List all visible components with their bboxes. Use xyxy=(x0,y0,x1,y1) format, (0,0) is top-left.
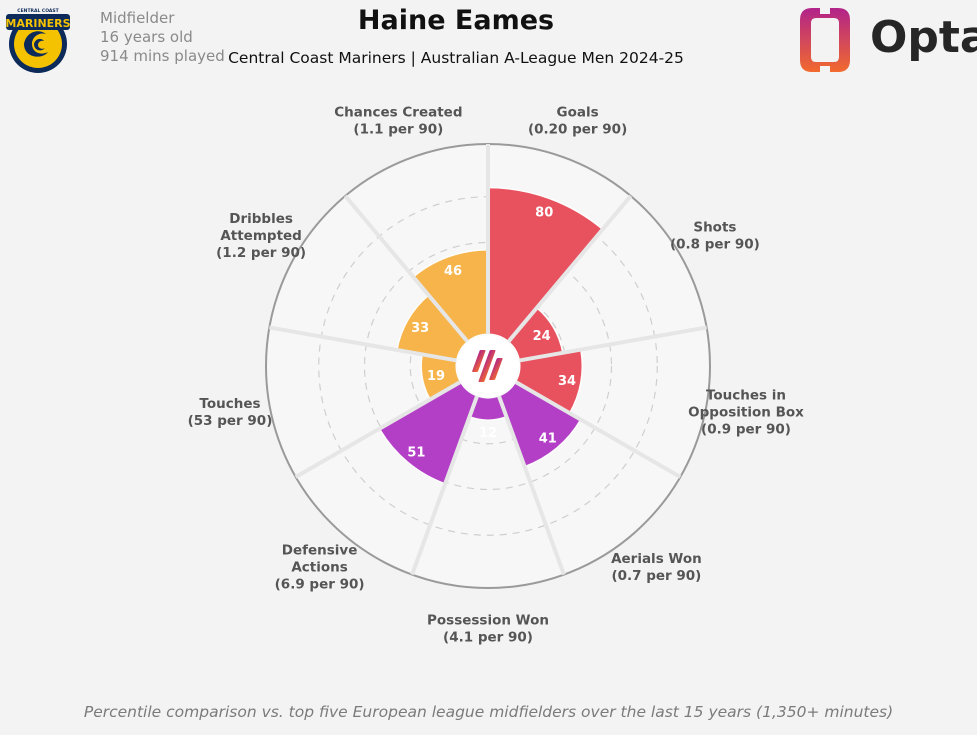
category-label: Goals (0.20 per 90) xyxy=(528,104,627,137)
percentile-gridline xyxy=(363,241,613,491)
crest-main-text: MARINERS xyxy=(5,17,70,30)
slice-edge xyxy=(487,186,604,230)
value-label: 24 xyxy=(533,329,551,344)
spoke xyxy=(410,395,479,576)
category-label: Chances Created (1.1 per 90) xyxy=(334,104,462,137)
chart-title: Haine Eames xyxy=(357,5,555,36)
spoke xyxy=(497,395,566,576)
opta-logo xyxy=(800,4,850,76)
crest-top-text: CENTRAL COAST xyxy=(17,8,59,14)
category-label: Aerials Won (0.7 per 90) xyxy=(611,551,702,584)
chart-subtitle: Central Coast Mariners | Australian A-Le… xyxy=(228,49,684,67)
player-age: 16 years old xyxy=(100,28,193,46)
slice-edge xyxy=(524,419,582,468)
slice-edge xyxy=(469,416,507,421)
category-label: Touches in Opposition Box (0.9 per 90) xyxy=(688,387,804,437)
player-minutes: 914 mins played xyxy=(100,47,225,65)
opta-center-icon xyxy=(472,350,503,382)
slice-edge xyxy=(420,354,431,400)
slice-edge xyxy=(536,307,564,353)
opta-wordmark: Opta xyxy=(870,12,977,63)
footnote: Percentile comparison vs. top five Europ… xyxy=(83,703,894,721)
value-label: 33 xyxy=(411,321,429,336)
slice-edge xyxy=(568,349,583,414)
club-crest-logo: CENTRAL COAST MARINERS xyxy=(5,8,71,73)
category-label: Defensive Actions (6.9 per 90) xyxy=(275,543,365,593)
value-label: 41 xyxy=(539,431,557,446)
spoke xyxy=(514,380,682,479)
spoke xyxy=(519,325,707,363)
spoke xyxy=(343,194,469,343)
category-label: Dribbles Attempted (1.2 per 90) xyxy=(216,211,306,261)
player-position: Midfielder xyxy=(100,9,175,27)
spoke xyxy=(507,194,633,343)
spoke xyxy=(269,325,457,363)
value-label: 51 xyxy=(407,445,425,460)
value-label: 19 xyxy=(427,369,445,384)
spoke xyxy=(294,380,462,479)
slice-edge xyxy=(396,294,430,351)
slice-edge xyxy=(412,249,489,278)
value-label: 12 xyxy=(479,426,497,441)
player-info: Midfielder 16 years old 914 mins played xyxy=(100,9,225,66)
category-label: Shots (0.8 per 90) xyxy=(670,220,760,253)
category-label: Touches (53 per 90) xyxy=(188,396,273,429)
value-label: 46 xyxy=(444,264,462,279)
category-label: Possession Won (4.1 per 90) xyxy=(427,613,549,646)
value-label: 34 xyxy=(558,374,576,389)
value-label: 80 xyxy=(535,206,553,221)
slice-edge xyxy=(378,428,446,485)
